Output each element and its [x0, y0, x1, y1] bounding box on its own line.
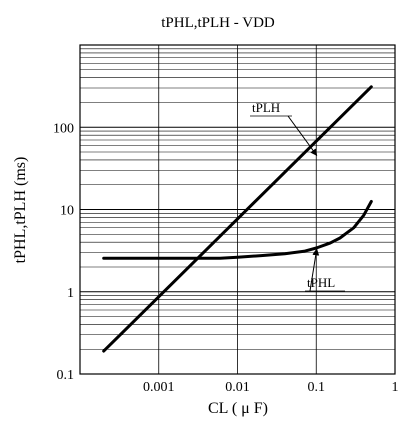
y-tick-labels: 0.1 1 10 100	[53, 121, 74, 383]
annotation-arrow-tphl	[309, 248, 320, 292]
x-axis-label: CL ( μ F)	[208, 400, 268, 417]
x-tick-label: 1	[392, 380, 399, 395]
series-line-tplh	[102, 85, 373, 353]
annotation-arrow-tplh	[287, 115, 318, 157]
x-tick-label: 0.001	[143, 380, 175, 395]
y-tick-label: 100	[53, 121, 74, 136]
annotation-group: tPLH tPHL	[250, 100, 345, 292]
grid	[80, 45, 395, 374]
series-group	[102, 85, 373, 353]
y-tick-label: 10	[60, 204, 74, 219]
x-tick-label: 0.1	[308, 380, 326, 395]
y-tick-label: 1	[67, 286, 74, 301]
y-axis-label: tPHL,tPLH (ms)	[12, 157, 29, 264]
x-tick-label: 0.01	[225, 380, 250, 395]
annotation-label-tplh: tPLH	[252, 100, 280, 115]
x-tick-labels: 0.001 0.01 0.1 1	[143, 380, 399, 395]
series-line-tphl	[102, 200, 373, 260]
chart-title: tPHL,tPLH - VDD	[161, 15, 275, 31]
annotation-label-tphl: tPHL	[307, 275, 335, 290]
y-tick-label: 0.1	[57, 368, 75, 383]
